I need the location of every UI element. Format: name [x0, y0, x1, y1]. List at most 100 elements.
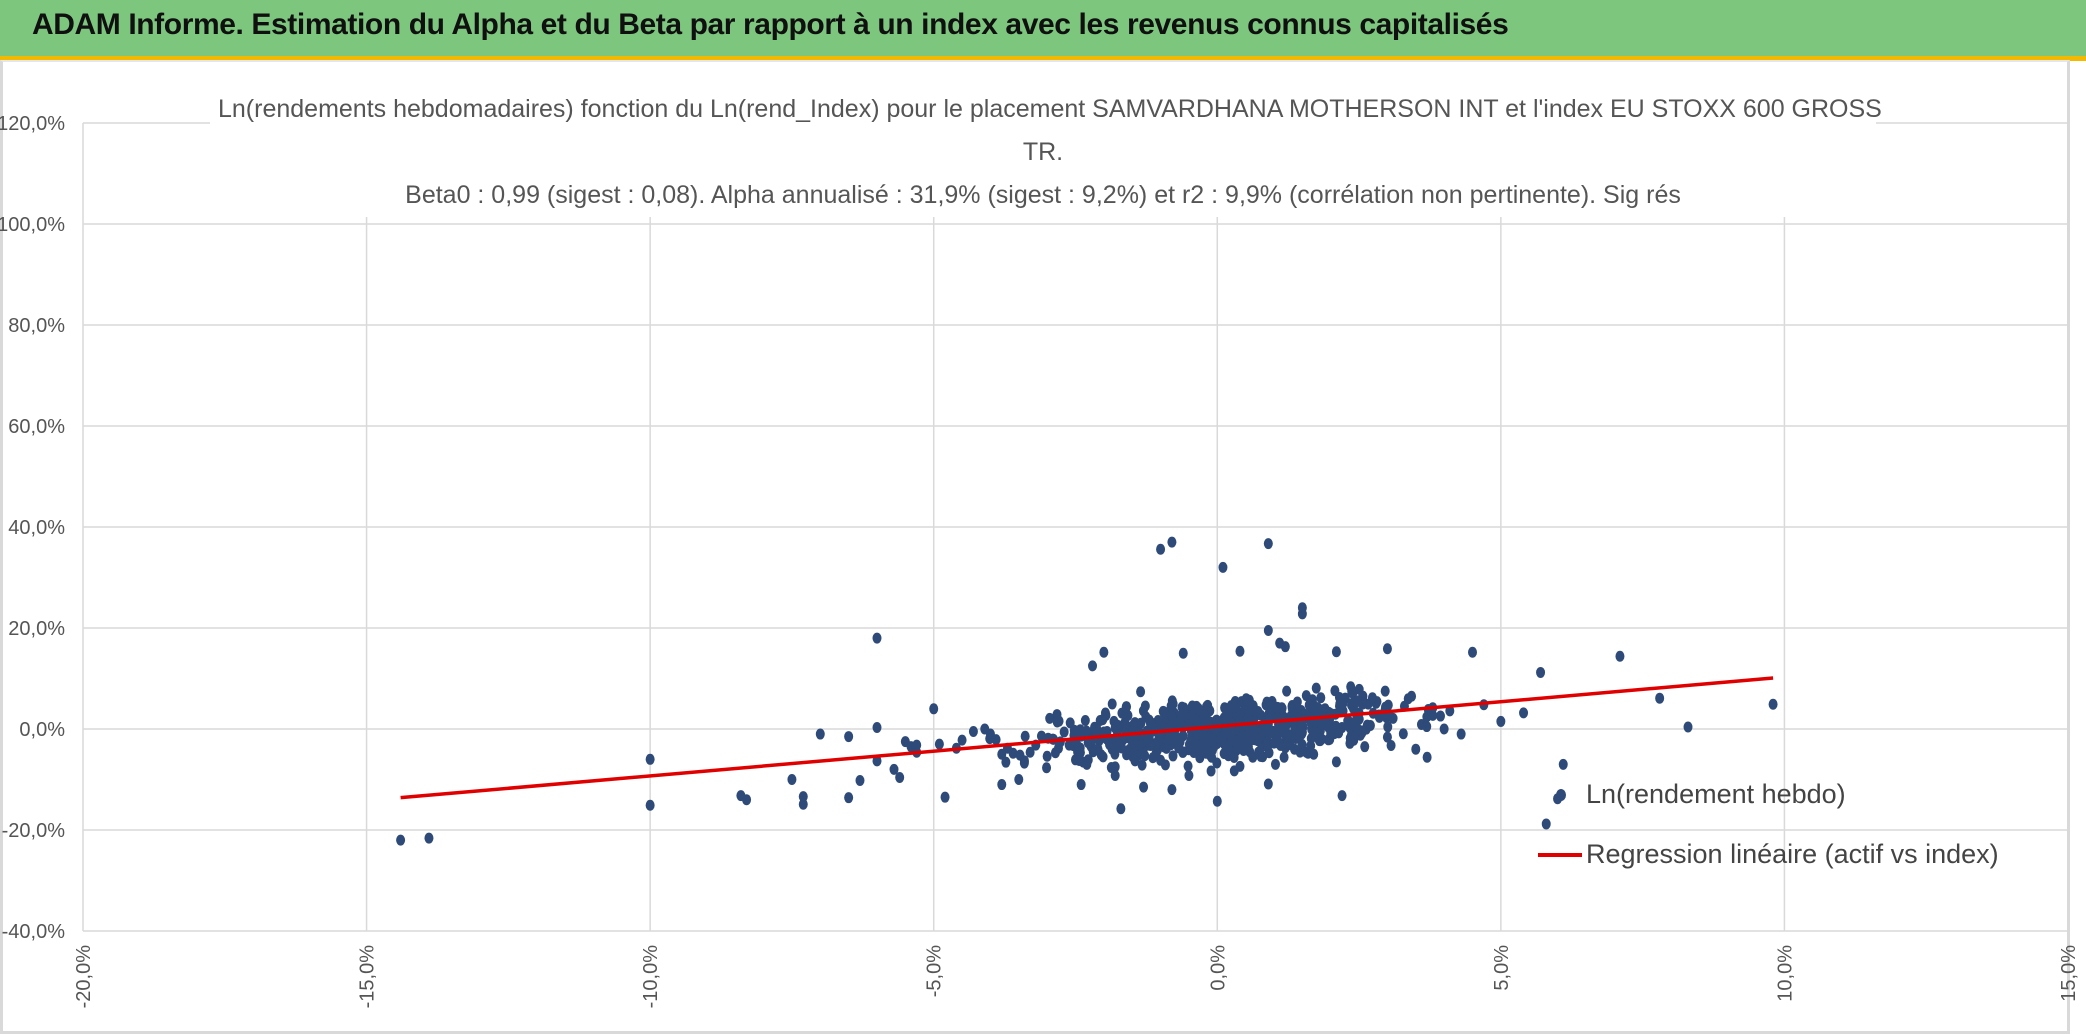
data-point: [968, 726, 978, 738]
data-point: [1246, 729, 1256, 741]
data-point: [1107, 698, 1117, 710]
data-point: [1098, 714, 1108, 726]
data-point: [1331, 756, 1341, 768]
data-point: [798, 798, 808, 810]
data-point: [1106, 761, 1116, 773]
data-point: [1382, 643, 1392, 655]
data-point: [1367, 692, 1377, 704]
x-tick-label: -10,0%: [640, 945, 662, 1009]
data-point: [1263, 538, 1273, 550]
data-point: [1275, 637, 1285, 649]
data-point: [1279, 751, 1289, 763]
data-point: [1768, 698, 1778, 710]
data-point: [1348, 687, 1358, 699]
data-point: [1123, 709, 1133, 721]
data-point: [1309, 748, 1319, 760]
data-point: [1468, 646, 1477, 658]
data-point: [1069, 724, 1079, 736]
data-point: [1050, 747, 1060, 759]
data-point: [1153, 715, 1163, 727]
data-point: [1115, 741, 1125, 753]
data-point: [1337, 790, 1347, 802]
data-point: [1331, 646, 1341, 658]
data-point: [1134, 749, 1144, 761]
data-point: [1219, 748, 1229, 760]
chart-title-line-2: TR.: [1022, 138, 1064, 166]
report-title: ADAM Informe. Estimation du Alpha et du …: [32, 8, 1509, 41]
data-point: [1088, 660, 1098, 672]
data-point: [1215, 735, 1225, 747]
data-point: [1229, 751, 1239, 763]
data-point: [1297, 608, 1307, 620]
data-point: [1218, 561, 1228, 573]
data-point: [1253, 705, 1263, 717]
data-point: [1422, 721, 1432, 733]
data-point: [1166, 700, 1176, 712]
data-point: [1019, 757, 1029, 769]
data-point: [1045, 712, 1055, 724]
data-point: [1267, 710, 1277, 722]
y-tick-label: 40,0%: [8, 517, 65, 539]
data-point: [1329, 728, 1339, 740]
y-tick-label: 120,0%: [0, 113, 65, 135]
data-point: [1179, 704, 1189, 716]
data-point: [1156, 543, 1166, 555]
x-tick-label: -15,0%: [357, 945, 379, 1009]
data-point: [1025, 746, 1035, 758]
data-point: [1277, 702, 1287, 714]
data-point: [1382, 712, 1392, 724]
data-point: [889, 763, 899, 775]
data-point: [1361, 723, 1371, 735]
data-point: [1083, 754, 1093, 766]
data-point: [1382, 731, 1392, 743]
data-point: [1141, 711, 1151, 723]
data-point: [940, 791, 950, 803]
x-tick-label: 15,0%: [2058, 945, 2080, 1002]
y-tick-label: 60,0%: [8, 416, 65, 438]
data-point: [1042, 762, 1052, 774]
data-point: [934, 738, 944, 750]
data-point: [1223, 712, 1233, 724]
data-point: [1307, 700, 1317, 712]
data-point: [1301, 690, 1311, 702]
data-point: [1230, 700, 1240, 712]
data-point: [1099, 646, 1109, 658]
data-point: [929, 703, 939, 715]
data-point: [1422, 751, 1432, 763]
data-point: [1295, 746, 1305, 758]
data-point: [1168, 750, 1178, 762]
y-tick-label: 80,0%: [8, 315, 65, 337]
legend-marker-line: [1538, 853, 1582, 857]
data-point: [1167, 784, 1177, 796]
x-tick-label: 0,0%: [1207, 945, 1229, 991]
data-point: [1272, 725, 1282, 737]
data-point: [1174, 716, 1184, 728]
data-point: [1080, 715, 1090, 727]
data-point: [1229, 765, 1239, 777]
data-point: [1270, 758, 1280, 770]
data-point: [1116, 803, 1126, 815]
data-point: [1201, 747, 1211, 759]
data-point: [1020, 730, 1030, 742]
data-point: [1407, 690, 1417, 702]
data-point: [1439, 723, 1449, 735]
data-point: [872, 721, 882, 733]
y-tick-label: -20,0%: [2, 820, 66, 842]
data-point: [1015, 749, 1025, 761]
data-point: [872, 632, 882, 644]
data-point: [1519, 707, 1529, 719]
data-point: [1203, 699, 1213, 711]
data-point: [1282, 685, 1292, 697]
data-point: [1246, 704, 1256, 716]
data-point: [645, 799, 655, 811]
corner-accent-left: [0, 56, 20, 61]
data-point: [1001, 756, 1011, 768]
data-point: [1349, 734, 1359, 746]
data-point: [1130, 739, 1140, 751]
chart-legend: Ln(rendement hebdo) Regression linéaire …: [1530, 775, 2010, 890]
data-point: [1353, 695, 1363, 707]
data-point: [1207, 733, 1217, 745]
y-tick-label: -40,0%: [2, 921, 66, 943]
data-point: [1161, 742, 1171, 754]
